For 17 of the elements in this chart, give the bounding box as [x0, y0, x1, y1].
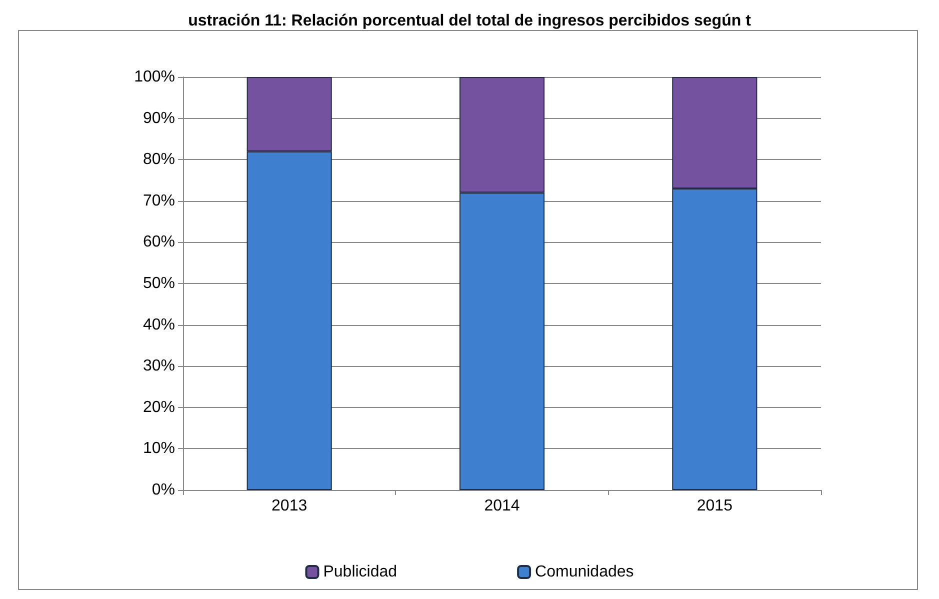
y-tick-label: 10% — [142, 440, 175, 458]
y-tick-label: 90% — [142, 110, 175, 127]
legend-label: Publicidad — [323, 564, 398, 580]
y-tick-label: 50% — [142, 275, 175, 292]
y-tick-label: 100% — [134, 68, 175, 86]
legend-label: Comunidades — [535, 564, 634, 580]
y-tick-label: 30% — [142, 358, 175, 375]
y-tick-label: 80% — [142, 151, 175, 168]
y-tick-label: 40% — [142, 316, 175, 334]
y-tick-label: 20% — [142, 398, 175, 416]
chart-title: ustración 11: Relación porcentual del total de ingresos percibidos según t — [188, 12, 752, 30]
x-tick-label: 2014 — [484, 498, 520, 514]
x-tick-label: 2015 — [696, 498, 733, 514]
y-tick-label: 0% — [152, 482, 175, 498]
x-tick-label: 2013 — [272, 498, 308, 514]
y-tick-label: 60% — [142, 234, 175, 251]
y-tick-label: 70% — [142, 192, 175, 210]
